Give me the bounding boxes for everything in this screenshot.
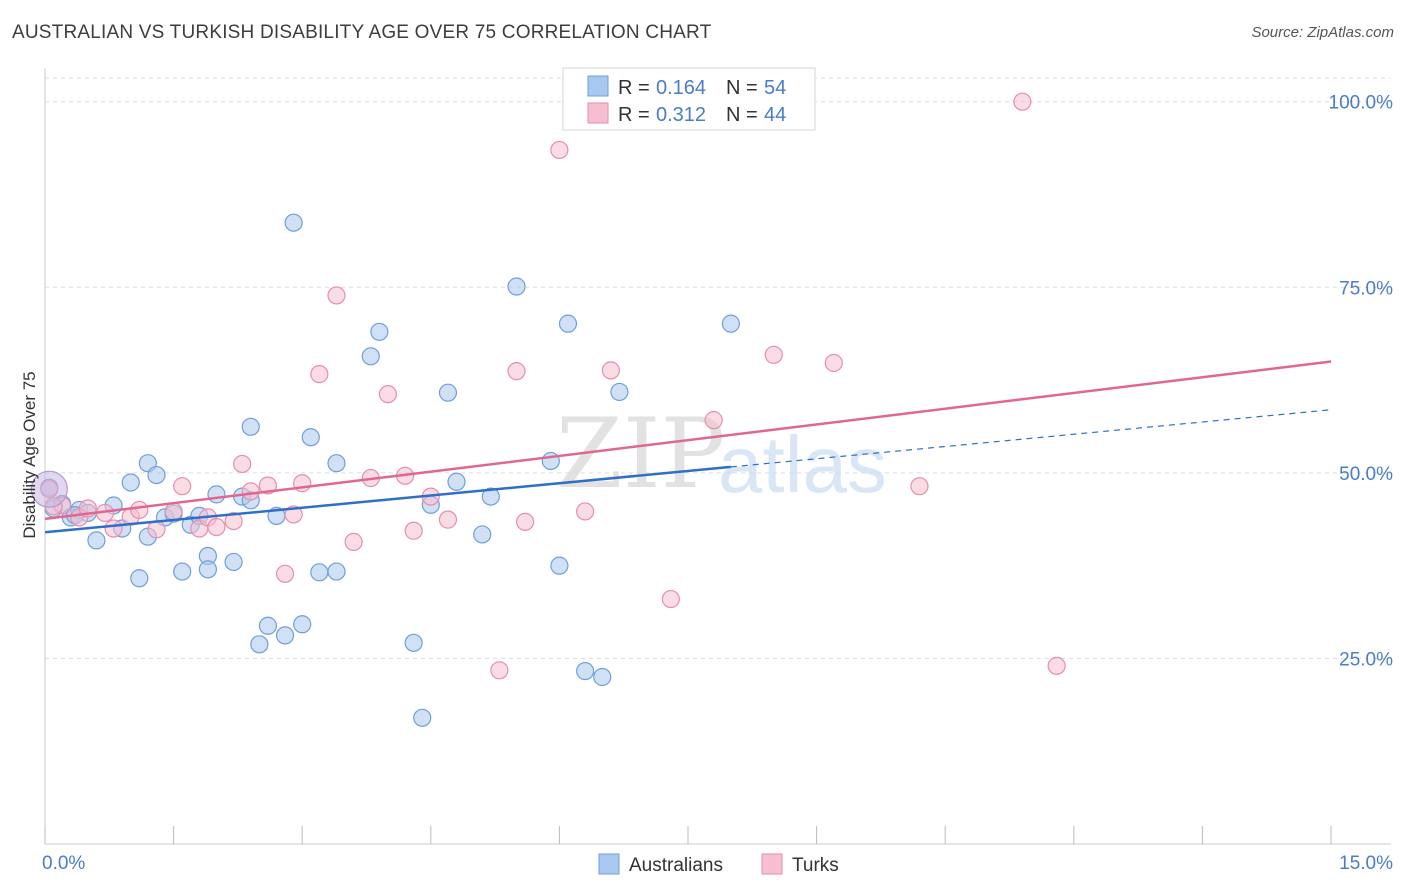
overlap-point xyxy=(30,470,68,508)
australians-point xyxy=(207,485,226,504)
australians-point xyxy=(593,667,612,687)
australians-point xyxy=(258,616,278,635)
bottom-legend-swatch-turks xyxy=(761,853,783,875)
australians-point xyxy=(413,708,432,727)
australians-point xyxy=(224,552,243,572)
y-axis-label: Disability Age Over 75 xyxy=(20,371,39,538)
bottom-legend-swatch-australians xyxy=(598,853,620,875)
y-tick-label: 100.0% xyxy=(1329,93,1394,114)
turks-point xyxy=(327,286,346,305)
turks-point xyxy=(661,589,680,609)
legend-n-value-australians: 54 xyxy=(764,77,786,99)
australians-point xyxy=(284,213,303,232)
australians-point xyxy=(610,382,629,402)
x-tick-label: 15.0% xyxy=(1339,853,1393,874)
turks-points xyxy=(30,92,1066,680)
legend-r-label-turks: R = xyxy=(618,104,650,126)
turks-point xyxy=(224,511,243,531)
turks-point xyxy=(258,476,278,495)
turks-point xyxy=(550,140,569,160)
australians-point xyxy=(147,465,166,485)
australians-point xyxy=(130,569,149,588)
legend-r-label-australians: R = xyxy=(618,77,650,99)
australians-point xyxy=(481,487,500,506)
australians-point xyxy=(473,525,492,544)
turks-point xyxy=(910,477,929,496)
turks-point xyxy=(241,482,260,501)
tick-labels: 25.0% 50.0% 75.0% 100.0% 0.0% 15.0% xyxy=(42,93,1393,874)
legend-n-label-turks: N = xyxy=(726,104,758,126)
australians-point xyxy=(558,314,578,333)
correlation-legend: R = 0.164 N = 54 R = 0.312 N = 44 xyxy=(562,67,816,131)
australians-point xyxy=(301,428,320,447)
turks-point xyxy=(576,502,595,521)
turks-point xyxy=(824,353,843,373)
australians-point xyxy=(370,322,389,341)
australians-point xyxy=(438,383,458,402)
turks-point xyxy=(233,454,252,474)
watermark: ZIP atlas xyxy=(556,398,887,510)
australians-point xyxy=(507,277,526,296)
australians-point xyxy=(404,633,423,652)
australians-trend-line xyxy=(44,465,731,534)
x-tick-label: 0.0% xyxy=(42,853,85,874)
australians-point xyxy=(550,556,569,575)
turks-point xyxy=(601,361,620,380)
legend-r-value-australians: 0.164 xyxy=(656,77,706,99)
australians-point xyxy=(361,347,380,366)
australians-point xyxy=(327,562,346,581)
australians-point xyxy=(310,563,329,582)
turks-point xyxy=(490,661,509,680)
trend-lines xyxy=(44,360,1332,534)
turks-point xyxy=(516,512,535,531)
watermark-atlas: atlas xyxy=(718,420,887,509)
turks-point xyxy=(404,521,423,540)
australians-point xyxy=(447,472,466,491)
australians-point xyxy=(721,314,740,333)
turks-point xyxy=(344,532,363,551)
grid-lines xyxy=(45,77,1391,659)
australians-point xyxy=(293,615,312,634)
turks-point xyxy=(173,477,192,496)
turks-point xyxy=(507,362,526,381)
source-attribution: Source: ZipAtlas.com xyxy=(1251,24,1394,41)
turks-point xyxy=(1047,656,1066,675)
turks-point xyxy=(310,365,329,384)
turks-point xyxy=(164,502,183,521)
australians-point xyxy=(121,473,140,492)
turks-point xyxy=(207,517,226,537)
series-legend: Australians Turks xyxy=(598,853,839,876)
turks-point xyxy=(378,385,398,404)
turks-point xyxy=(275,564,295,583)
australians-point xyxy=(87,531,106,550)
bottom-legend-label-australians: Australians xyxy=(629,855,723,876)
chart-title: AUSTRALIAN VS TURKISH DISABILITY AGE OVE… xyxy=(12,22,712,43)
y-tick-label: 50.0% xyxy=(1339,464,1393,485)
australians-point xyxy=(576,661,595,681)
australians-trend-extension xyxy=(730,409,1332,468)
turks-point xyxy=(1013,92,1032,111)
legend-swatch-australians xyxy=(587,75,609,97)
turks-point xyxy=(130,500,149,520)
legend-n-label-australians: N = xyxy=(726,77,758,99)
turks-point xyxy=(438,510,458,529)
turks-trend-line xyxy=(44,360,1332,521)
australians-point xyxy=(241,417,260,436)
turks-point xyxy=(764,345,783,364)
y-tick-label: 75.0% xyxy=(1339,278,1393,299)
bottom-legend-label-turks: Turks xyxy=(792,855,839,876)
australians-point xyxy=(327,454,346,473)
y-tick-label: 25.0% xyxy=(1339,649,1393,670)
turks-point xyxy=(704,411,723,430)
australians-point xyxy=(275,626,295,645)
legend-r-value-turks: 0.312 xyxy=(656,104,706,126)
australians-point xyxy=(250,635,269,654)
turks-point xyxy=(104,519,123,538)
legend-n-value-turks: 44 xyxy=(764,104,786,126)
australians-point xyxy=(173,562,192,581)
legend-swatch-turks xyxy=(587,102,609,124)
axes xyxy=(44,68,1391,845)
australians-point xyxy=(198,560,217,579)
